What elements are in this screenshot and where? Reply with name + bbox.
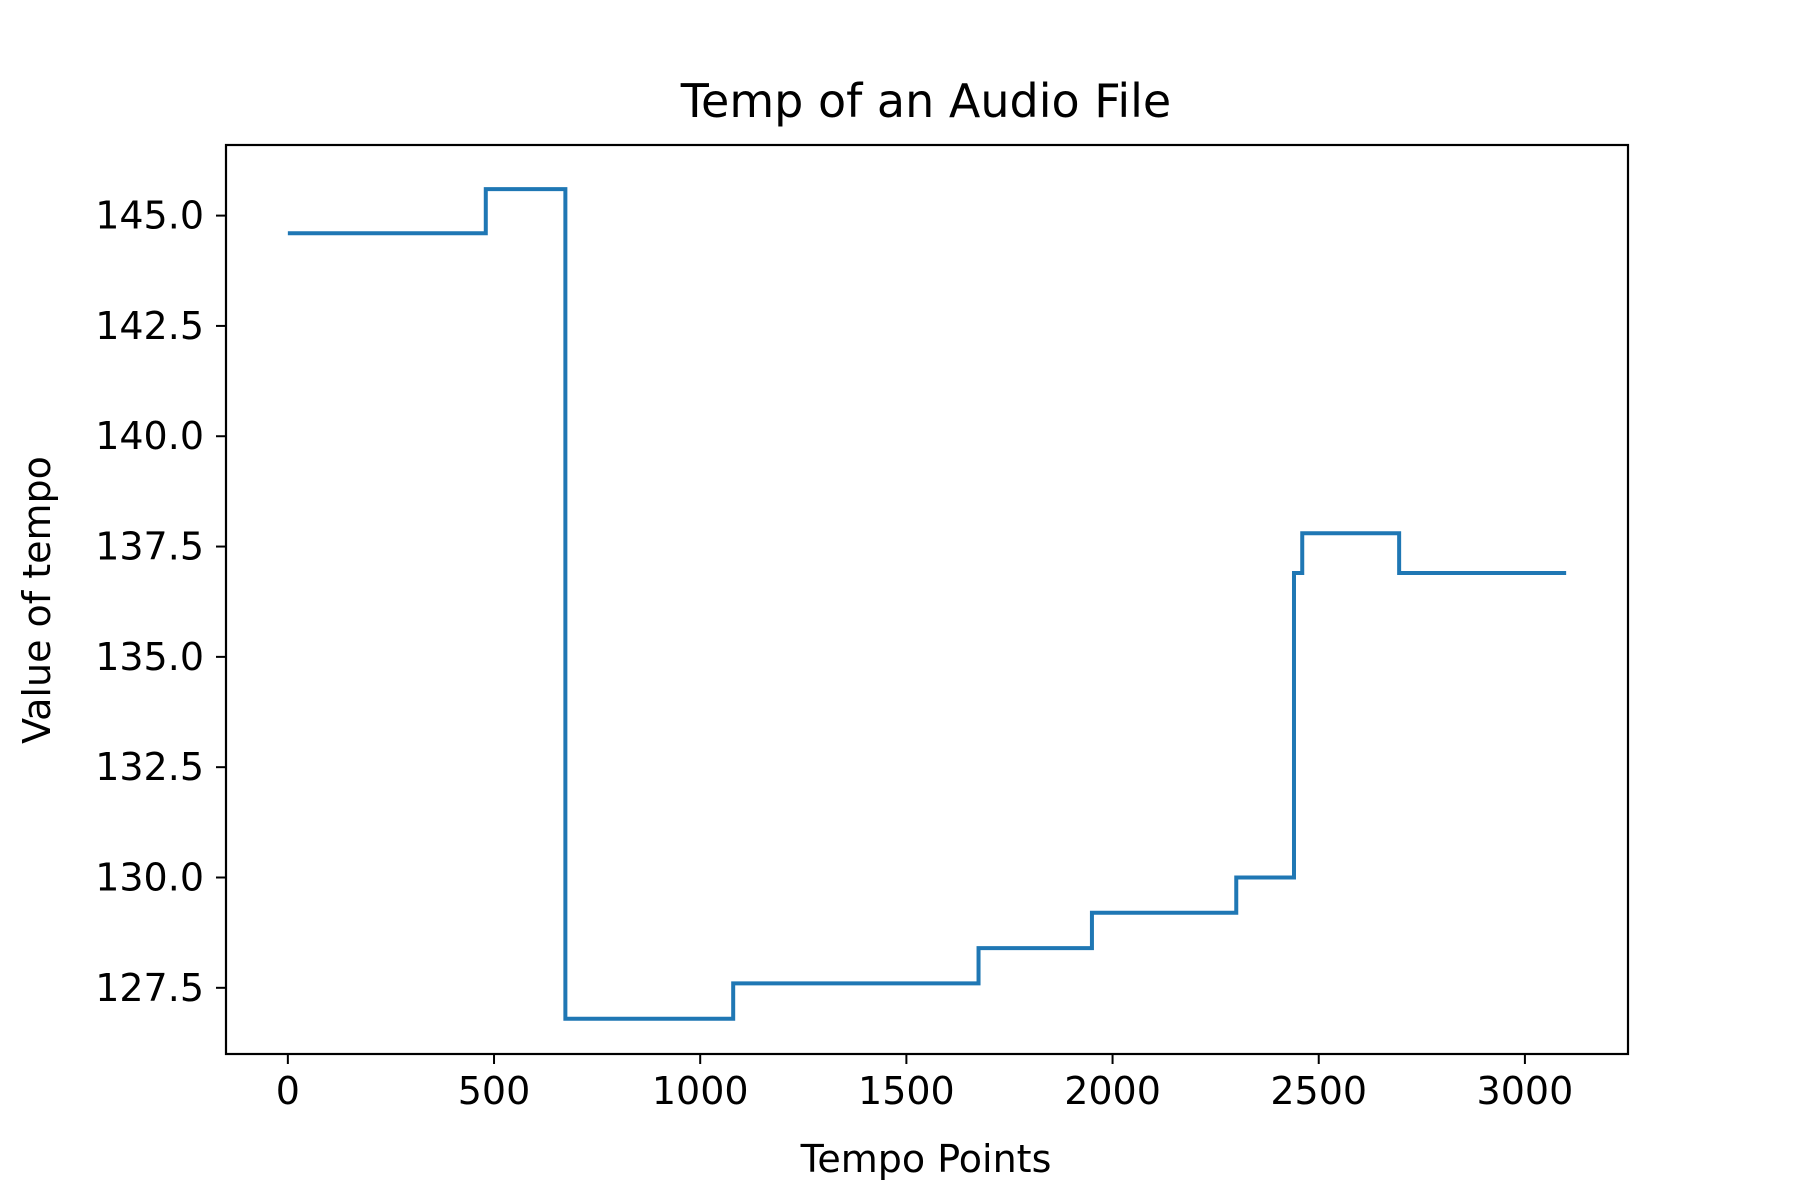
x-tick-label: 2000 (1064, 1069, 1161, 1113)
y-axis-label: Value of tempo (15, 456, 59, 744)
y-tick-label: 137.5 (95, 525, 204, 569)
x-tick-label: 0 (276, 1069, 300, 1113)
x-tick-label: 1000 (652, 1069, 749, 1113)
y-tick-label: 142.5 (95, 304, 204, 348)
x-tick-label: 1500 (858, 1069, 955, 1113)
y-tick-label: 132.5 (95, 745, 204, 789)
x-tick-label: 2500 (1270, 1069, 1367, 1113)
x-axis: 0 500 1000 1500 2000 2500 3000 (276, 1054, 1574, 1113)
x-axis-label: Tempo Points (800, 1137, 1052, 1181)
x-tick-label: 3000 (1477, 1069, 1574, 1113)
series-line-0 (287, 187, 1567, 1021)
y-tick-label: 140.0 (95, 414, 204, 458)
y-tick-label: 145.0 (95, 194, 204, 238)
plot-area (224, 143, 1630, 1056)
y-tick-label: 127.5 (95, 966, 204, 1010)
plot-frame (224, 143, 1630, 1056)
chart-title: Temp of an Audio File (680, 74, 1171, 128)
y-tick-label: 135.0 (95, 635, 204, 679)
x-tick-label: 500 (458, 1069, 531, 1113)
y-axis: 127.5 130.0 132.5 135.0 137.5 140.0 142.5 145.0 (95, 194, 226, 1010)
y-tick-label: 130.0 (95, 855, 204, 899)
